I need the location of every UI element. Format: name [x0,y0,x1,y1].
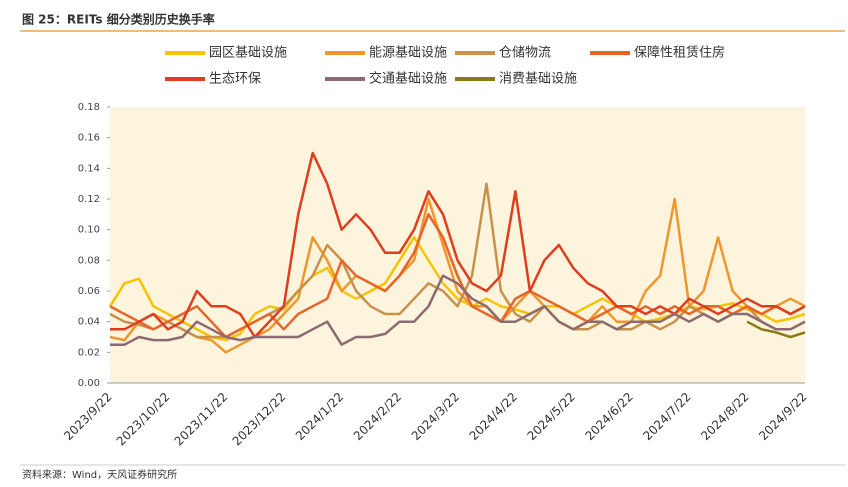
y-tick-label: 0.06 [78,286,100,297]
series-line [110,151,806,339]
y-tick-label: 0.14 [78,163,100,174]
x-tick-label: 2024/9/22 [756,390,809,443]
x-tick-label: 2024/3/22 [409,390,462,443]
x-tick-label: 2024/4/22 [467,390,520,443]
y-tick-label: 0.18 [78,102,100,113]
x-tick-label: 2024/7/22 [640,390,693,443]
x-tick-label: 2023/10/22 [114,390,173,449]
x-tick-label: 2024/6/22 [582,390,635,443]
legend-label: 仓储物流 [499,46,551,61]
y-tick-label: 0.02 [78,347,100,358]
x-tick-label: 2024/8/22 [698,390,751,443]
x-tick-label: 2024/5/22 [525,390,578,443]
y-tick-label: 0.00 [78,378,100,389]
legend-label: 保障性租赁住房 [634,45,725,61]
x-tick-label: 2024/1/22 [293,390,346,443]
source-note: 资料来源：Wind，天风证券研究所 [22,468,177,481]
y-tick-label: 0.08 [78,255,100,266]
y-tick-label: 0.10 [78,225,100,236]
legend-label: 能源基础设施 [369,46,447,61]
x-tick-label: 2024/2/22 [351,390,404,443]
y-tick-label: 0.16 [78,133,100,144]
x-tick-label: 2023/12/22 [230,390,289,449]
legend-label: 园区基础设施 [209,46,287,61]
x-tick-label: 2023/11/22 [172,390,231,449]
series-line [746,320,806,339]
chart-title: 图 25：REITs 细分类别历史换手率 [22,12,215,27]
legend-label: 交通基础设施 [369,71,447,87]
series-line [110,274,806,346]
legend-label: 生态环保 [209,72,261,87]
x-tick-label: 2023/9/22 [61,390,114,443]
y-tick-label: 0.12 [78,194,100,205]
y-tick-label: 0.04 [78,317,100,328]
legend-label: 消费基础设施 [499,72,577,87]
